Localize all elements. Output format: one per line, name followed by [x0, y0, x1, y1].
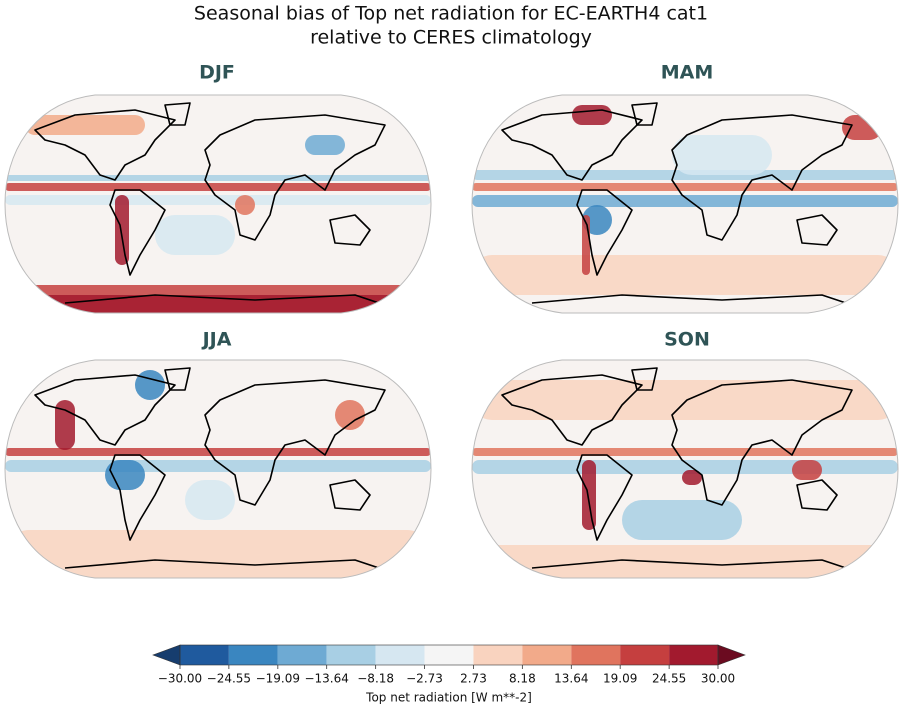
- colorbar-bin: [473, 645, 523, 665]
- field-patch: [5, 530, 431, 578]
- field-patch: [472, 183, 898, 191]
- colorbar-tick-label: −8.18: [357, 672, 394, 686]
- field-patch: [305, 135, 345, 155]
- field-patch: [472, 545, 898, 578]
- field-patch: [185, 480, 235, 520]
- field-patch: [672, 135, 772, 175]
- map-panel: [471, 359, 899, 579]
- colorbar-bin: [326, 645, 376, 665]
- panel-label: SON: [664, 329, 710, 351]
- colorbar-over: [717, 644, 746, 666]
- field-patch: [622, 500, 742, 540]
- field-patch: [792, 460, 822, 480]
- field-patch: [25, 115, 145, 135]
- colorbar-tick-label: 2.73: [460, 672, 487, 686]
- map-field: [5, 360, 431, 578]
- map-panel: [4, 359, 432, 579]
- field-patch: [5, 175, 431, 181]
- map-field: [472, 360, 898, 578]
- field-patch: [155, 215, 235, 255]
- colorbar: −30.00 −24.55 −19.09 −13.64 −8.18 −2.73 2.73 8.…: [152, 644, 746, 686]
- field-patch: [235, 195, 255, 215]
- map-panel: [471, 94, 899, 314]
- colorbar-frame: [179, 644, 719, 666]
- colorbar-tick-label: −24.55: [207, 672, 251, 686]
- colorbar-bin: [620, 645, 670, 665]
- title-line: relative to CERES climatology: [310, 27, 592, 49]
- field-patch: [5, 183, 431, 191]
- colorbar-tick-label: −2.73: [406, 672, 443, 686]
- panel-label: JJA: [201, 329, 232, 351]
- field-patch: [105, 460, 145, 490]
- colorbar-bin: [277, 645, 327, 665]
- map-field: [5, 95, 431, 313]
- colorbar-tick-label: 8.18: [509, 672, 536, 686]
- field-patch: [472, 170, 898, 180]
- colorbar-tick-label: −19.09: [256, 672, 300, 686]
- colorbar-bin: [424, 645, 474, 665]
- panel-label: MAM: [661, 62, 714, 84]
- panel-label: DJF: [199, 62, 235, 84]
- field-patch: [842, 115, 882, 140]
- map-field: [472, 95, 898, 313]
- colorbar-bin: [375, 645, 425, 665]
- colorbar-bin: [571, 645, 621, 665]
- field-patch: [682, 470, 702, 485]
- field-patch: [472, 448, 898, 456]
- colorbar-bin: [180, 645, 229, 665]
- colorbar-tick-label: 13.64: [554, 672, 588, 686]
- colorbar-under: [152, 644, 181, 666]
- colorbar-tick-label: −13.64: [304, 672, 348, 686]
- colorbar-label: Top net radiation [W m**-2]: [365, 691, 532, 705]
- colorbar-bin: [228, 645, 278, 665]
- map-panel: [4, 94, 432, 314]
- field-patch: [335, 400, 365, 430]
- colorbar-tick-label: −30.00: [158, 672, 202, 686]
- field-patch: [135, 370, 165, 400]
- title-line: Seasonal bias of Top net radiation for E…: [194, 3, 708, 25]
- colorbar-bin: [522, 645, 572, 665]
- colorbar-tick-label: 19.09: [603, 672, 637, 686]
- colorbar-tick-label: 30.00: [701, 672, 735, 686]
- colorbar-tick-label: 24.55: [652, 672, 686, 686]
- field-patch: [115, 195, 129, 265]
- field-patch: [572, 105, 612, 125]
- field-patch: [472, 380, 898, 420]
- field-patch: [582, 460, 596, 530]
- field-patch: [472, 255, 898, 295]
- colorbar-bin: [669, 645, 718, 665]
